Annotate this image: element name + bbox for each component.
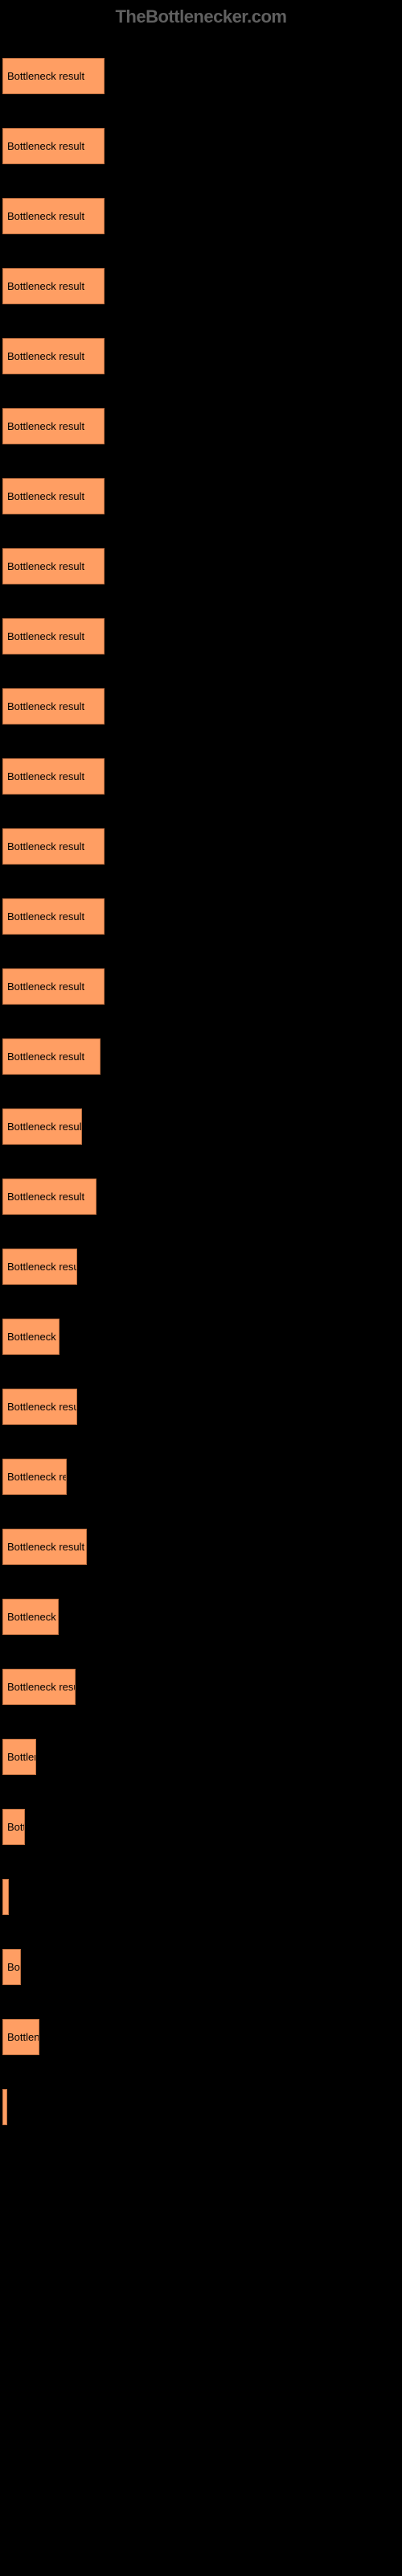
bar-row: Bottleneck result [0, 252, 402, 308]
bar: Bottleneck result [2, 1879, 9, 1915]
bar-text: Bottleneck result [3, 70, 84, 82]
bar: Bottleneck result [2, 128, 105, 164]
bar: Bottleneck result [2, 1249, 77, 1285]
bar-row: Bottleneck result [0, 1302, 402, 1358]
bar-text: Bottleneck result [3, 1891, 9, 1903]
bar: Bottleneck result [2, 2089, 7, 2125]
bar-text: Bottleneck result [3, 210, 84, 222]
bar-text: Bottleneck result [3, 140, 84, 152]
bar-text: Bottleneck result [3, 1121, 82, 1133]
bar: Bottleneck result [2, 758, 105, 795]
bar: Bottleneck result [2, 1739, 36, 1775]
bar-chart: Bottleneck result Bottleneck result Bottle… [0, 34, 402, 2151]
bar: Bottleneck result [2, 1389, 77, 1425]
bar: Bottleneck result [2, 1459, 67, 1495]
bar-text: Bottleneck result [3, 2101, 7, 2113]
bar: Bottleneck result [2, 478, 105, 514]
bar-text: Bottleneck result [3, 1821, 25, 1833]
bar-text: Bottleneck result [3, 770, 84, 782]
bar-text: Bottleneck result [3, 2031, 39, 2043]
bar-row: Bottleneck result [0, 42, 402, 97]
bar-text: Bottleneck result [3, 490, 84, 502]
bar-row: Bottleneck result [0, 462, 402, 518]
bar-row: Bottleneck result [0, 1653, 402, 1708]
site-header: TheBottlenecker.com [0, 0, 402, 34]
bar: Bottleneck result [2, 1038, 100, 1075]
bar: Bottleneck result [2, 268, 105, 304]
bar-text: Bottleneck result [3, 420, 84, 432]
bar: Bottleneck result [2, 688, 105, 724]
bar-text: Bottleneck result [3, 910, 84, 923]
bar-row: Bottleneck result [0, 742, 402, 798]
bar-text: Bottleneck result [3, 1681, 76, 1693]
bar-row: Bottleneck result [0, 952, 402, 1008]
bar-row: Bottleneck result [0, 1863, 402, 1918]
bar-row: Bottleneck result [0, 1793, 402, 1848]
bar-text: Bottleneck result [3, 980, 84, 993]
bar-row: Bottleneck result [0, 882, 402, 938]
bar-row: Bottleneck result [0, 1022, 402, 1078]
bar-row: Bottleneck result [0, 1933, 402, 1988]
bar-row: Bottleneck result [0, 812, 402, 868]
bar-text: Bottleneck result [3, 840, 84, 852]
bar-text: Bottleneck result [3, 1191, 84, 1203]
bar-text: Bottleneck result [3, 700, 84, 712]
bar-row: Bottleneck result [0, 602, 402, 658]
bar-text: Bottleneck result [3, 1051, 84, 1063]
bar: Bottleneck result [2, 408, 105, 444]
bar: Bottleneck result [2, 1809, 25, 1845]
bar-row: Bottleneck result [0, 532, 402, 588]
bar: Bottleneck result [2, 1108, 82, 1145]
bar-row: Bottleneck result [0, 2003, 402, 2058]
bar: Bottleneck result [2, 58, 105, 94]
bar-row: Bottleneck result [0, 1092, 402, 1148]
bar: Bottleneck result [2, 898, 105, 935]
bar-text: Bottleneck result [3, 1961, 21, 1973]
bar: Bottleneck result [2, 1669, 76, 1705]
bar: Bottleneck result [2, 1599, 59, 1635]
bar-text: Bottleneck result [3, 1331, 59, 1343]
bar-row: Bottleneck result [0, 392, 402, 448]
bar-text: Bottleneck result [3, 280, 84, 292]
bar-text: Bottleneck result [3, 1471, 67, 1483]
bar-text: Bottleneck result [3, 1401, 77, 1413]
bar-row: Bottleneck result [0, 1232, 402, 1288]
bar-row: Bottleneck result [0, 1162, 402, 1218]
bar-row: Bottleneck result [0, 112, 402, 167]
bar: Bottleneck result [2, 968, 105, 1005]
bar: Bottleneck result [2, 2019, 39, 2055]
bar-text: Bottleneck result [3, 560, 84, 572]
bar-text: Bottleneck result [3, 1541, 84, 1553]
bar: Bottleneck result [2, 1319, 59, 1355]
bar-row: Bottleneck result [0, 672, 402, 728]
bar-row: Bottleneck result [0, 1443, 402, 1498]
bar: Bottleneck result [2, 548, 105, 584]
bar-row: Bottleneck result [0, 1513, 402, 1568]
bar: Bottleneck result [2, 828, 105, 865]
bar: Bottleneck result [2, 1179, 96, 1215]
bar: Bottleneck result [2, 198, 105, 234]
bar-row: Bottleneck result [0, 1723, 402, 1778]
bar-row: Bottleneck result [0, 1583, 402, 1638]
bar: Bottleneck result [2, 1949, 21, 1985]
bar-text: Bottleneck result [3, 1611, 59, 1623]
bar-text: Bottleneck result [3, 350, 84, 362]
bar-text: Bottleneck result [3, 1261, 77, 1273]
bar-row: Bottleneck result [0, 1373, 402, 1428]
bar-row: Bottleneck result [0, 322, 402, 378]
bar-row: Bottleneck result [0, 182, 402, 237]
bar: Bottleneck result [2, 1529, 87, 1565]
bar: Bottleneck result [2, 338, 105, 374]
bar: Bottleneck result [2, 618, 105, 654]
bar-text: Bottleneck result [3, 1751, 36, 1763]
bar-text: Bottleneck result [3, 630, 84, 642]
bar-row: Bottleneck result [0, 2073, 402, 2128]
